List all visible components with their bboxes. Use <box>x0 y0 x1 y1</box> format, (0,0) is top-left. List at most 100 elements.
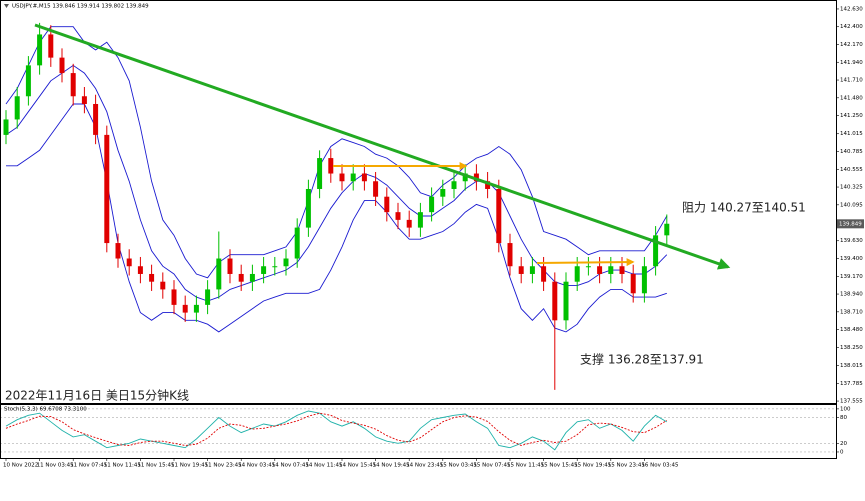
candle-body <box>305 188 311 228</box>
chart-title: USDJPY.#,M15 139.846 139.914 139.802 139… <box>12 4 149 10</box>
y-tick-label: 138.015 <box>840 363 863 369</box>
level-arrow <box>536 258 635 267</box>
y-tick-label: 142.630 <box>840 6 863 12</box>
candle-body <box>14 96 20 120</box>
support-annotation: 支撑 136.28至137.91 <box>580 352 704 367</box>
x-tick-label: 11 Nov 19:45 <box>171 463 209 469</box>
candle-body <box>227 258 233 274</box>
y-tick-label: 0 <box>840 449 844 455</box>
x-tick-label: 10 Nov 2022 <box>3 463 38 469</box>
y-tick-label: 137.555 <box>840 399 863 405</box>
candle-body <box>261 266 267 274</box>
candle-body <box>37 34 43 66</box>
candle-body <box>115 243 121 259</box>
x-tick-label: 11 Nov 15:45 <box>137 463 175 469</box>
candle-body <box>664 223 670 236</box>
y-tick-label: 138.940 <box>840 292 863 298</box>
y-tick-label: 140.785 <box>840 149 863 155</box>
candle-body <box>3 119 9 135</box>
candle-body <box>373 181 379 197</box>
y-tick-label: 141.940 <box>840 60 863 66</box>
y-tick-label: 80 <box>840 415 847 421</box>
symbol-icon <box>4 4 9 8</box>
candle-body <box>205 289 211 305</box>
stoch-line <box>5 410 668 451</box>
band-line <box>5 26 668 279</box>
candle-body <box>429 196 435 213</box>
candle-body <box>182 304 188 313</box>
y-tick-label: 141.250 <box>840 113 863 119</box>
candle-body <box>283 258 289 267</box>
candle-body <box>630 273 636 294</box>
x-tick-label: 11 Nov 07:45 <box>70 463 108 469</box>
candle-body <box>507 243 513 267</box>
y-tick-label: 137.785 <box>840 381 863 387</box>
x-tick-label: 15 Nov 23:45 <box>608 463 646 469</box>
candle-body <box>317 158 323 189</box>
y-tick-label: 138.710 <box>840 309 863 315</box>
y-tick-label: 141.710 <box>840 78 863 84</box>
candle-body <box>440 188 446 197</box>
candle-body <box>597 266 603 274</box>
candle-body <box>417 212 423 228</box>
y-tick-label: 140.555 <box>840 167 863 173</box>
candle-body <box>294 227 300 259</box>
candle-body <box>328 158 334 174</box>
y-tick-label: 139.630 <box>840 238 863 244</box>
candle-body <box>496 188 502 244</box>
x-tick-label: 14 Nov 19:45 <box>373 463 411 469</box>
candle-body <box>48 34 54 58</box>
x-tick-label: 15 Nov 11:45 <box>507 463 545 469</box>
last-price-label: 139.849 <box>839 221 862 227</box>
resistance-annotation: 阻力 140.27至140.51 <box>682 201 806 215</box>
candle-body <box>653 235 659 267</box>
candle-body <box>395 212 401 220</box>
y-tick-label: 141.015 <box>840 131 863 137</box>
last-price-box <box>837 219 864 229</box>
candle-body <box>563 281 569 321</box>
y-tick-label: 139.400 <box>840 256 863 262</box>
y-tick-label: 140.325 <box>840 185 863 191</box>
candle-body <box>406 219 412 228</box>
candle-body <box>70 73 76 97</box>
candle-body <box>541 266 547 282</box>
trend-line <box>34 23 731 270</box>
candle-body <box>59 57 65 74</box>
candle-body <box>126 258 132 267</box>
candle-body <box>149 273 155 282</box>
candle-body <box>552 281 558 321</box>
candle-body <box>518 266 524 274</box>
y-tick-label: 20 <box>840 441 847 447</box>
x-tick-label: 14 Nov 11:45 <box>305 463 343 469</box>
candle-body <box>104 134 110 244</box>
candle-body <box>193 304 199 313</box>
x-tick-label: 15 Nov 15:45 <box>541 463 579 469</box>
candle-body <box>485 181 491 189</box>
candle-body <box>608 266 614 274</box>
y-tick-label: 138.250 <box>840 345 863 351</box>
candle-body <box>641 266 647 294</box>
x-tick-label: 11 Nov 23:45 <box>205 463 243 469</box>
x-tick-label: 11 Nov 11:45 <box>104 463 142 469</box>
x-tick-label: 11 Nov 03:45 <box>37 463 75 469</box>
candle-body <box>93 103 99 135</box>
candle-body <box>361 173 367 182</box>
candle-body <box>574 266 580 282</box>
x-tick-label: 15 Nov 19:45 <box>574 463 612 469</box>
x-tick-label: 14 Nov 15:45 <box>339 463 377 469</box>
x-tick-label: 16 Nov 03:45 <box>641 463 679 469</box>
candle-body <box>81 96 87 104</box>
candle-body <box>339 173 345 182</box>
chart-caption: 2022年11月16日 美日15分钟K线 <box>5 388 189 403</box>
x-tick-label: 15 Nov 03:45 <box>440 463 478 469</box>
x-tick-label: 14 Nov 23:45 <box>406 463 444 469</box>
candle-body <box>249 273 255 282</box>
y-tick-label: 100 <box>840 406 851 412</box>
candle-body <box>529 266 535 274</box>
candle-body <box>216 258 222 290</box>
candle-body <box>462 173 468 182</box>
plot-area: 142.630 142.400 142.170 141.940 141.710 141.4… <box>0 6 863 455</box>
main-panel-frame <box>0 0 837 404</box>
candle-body <box>350 173 356 182</box>
y-tick-label: 141.480 <box>840 95 863 101</box>
